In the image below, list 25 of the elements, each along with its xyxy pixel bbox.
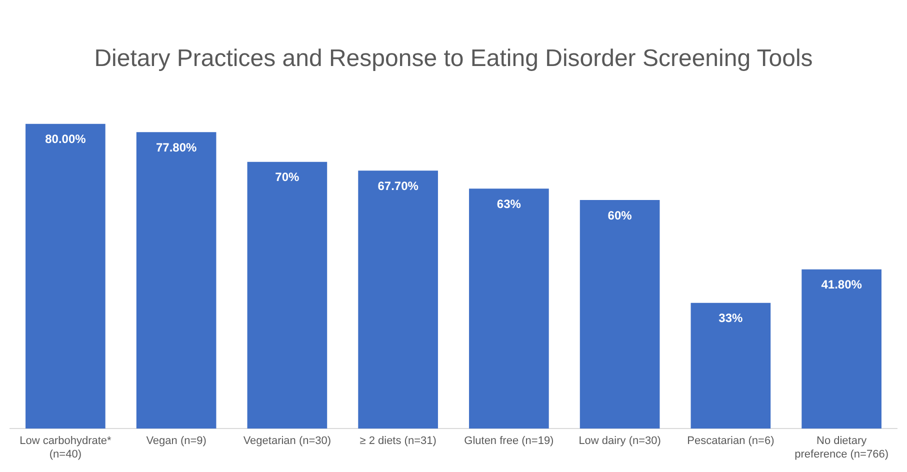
chart-title: Dietary Practices and Response to Eating Disorder Screening Tools (94, 45, 813, 72)
bar (358, 170, 438, 429)
bar (469, 188, 549, 429)
bar (690, 302, 771, 429)
data-label: 33% (718, 311, 744, 326)
data-label: 77.80% (156, 140, 197, 154)
x-tick-label: Gluten free (n=19) (464, 435, 554, 448)
data-label: 41.80% (821, 278, 862, 292)
bar (247, 162, 328, 429)
data-label: 60% (608, 208, 632, 222)
bar (580, 200, 660, 429)
x-tick-label: Vegan (n=9) (146, 435, 206, 448)
x-tick-label: Low dairy (n=30) (578, 435, 661, 448)
x-tick-label: ≥ 2 diets (n=31) (360, 435, 436, 448)
x-tick-label: Pescatarian (n=6) (687, 435, 774, 448)
bar (136, 132, 216, 429)
data-label: 70% (275, 170, 300, 184)
data-label: 63% (496, 196, 522, 211)
x-tick-label: Low carbohydrate* (n=40) (20, 435, 112, 460)
x-tick-label: Vegetarian (n=30) (243, 435, 332, 448)
data-label: 67.70% (378, 178, 419, 193)
data-label: 80.00% (45, 132, 86, 146)
bar (802, 269, 882, 429)
x-tick-label: No dietary preference (n=766) (794, 435, 888, 460)
bar (26, 124, 106, 429)
